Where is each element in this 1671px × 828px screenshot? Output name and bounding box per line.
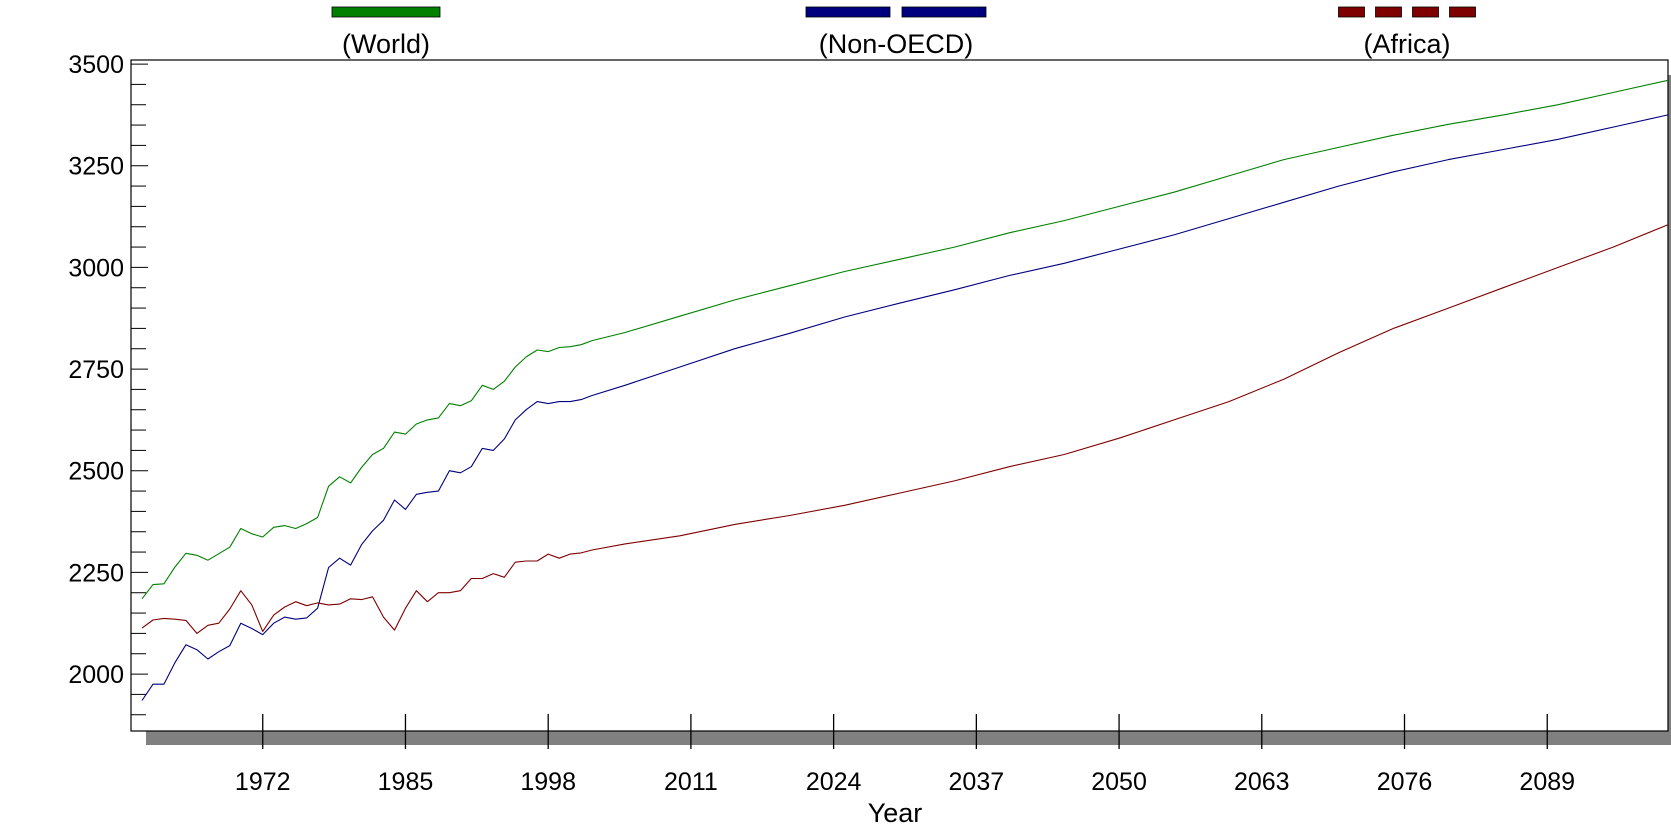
legend-label-2: (Africa): [1364, 29, 1451, 59]
series-line-0: [141, 79, 1669, 600]
x-tick-label: 2011: [664, 768, 718, 796]
x-tick-label: 2076: [1377, 768, 1433, 796]
y-tick-label: 2750: [68, 356, 124, 384]
x-tick-label: 2024: [806, 768, 862, 796]
x-tick-label: 1972: [235, 768, 291, 796]
y-axis: 2000 2250 2500 2750 3000 3250 3500: [68, 51, 148, 716]
x-axis-title: Year: [868, 798, 923, 828]
y-tick-label: 2500: [68, 458, 124, 486]
legend-swatch-2: [1338, 6, 1365, 18]
x-tick-label: 1985: [378, 768, 434, 796]
x-axis: 1972 1985 1998 2011 2024 2037 2050 2063 2076 2089: [235, 714, 1575, 796]
legend-swatch-1: [901, 6, 987, 18]
legend-label-0: (World): [342, 29, 430, 59]
legend: (World) (Non-OECD) (Africa): [331, 6, 1476, 59]
y-tick-label: 3500: [68, 51, 124, 79]
legend-swatch-2: [1412, 6, 1439, 18]
x-tick-label: 2089: [1519, 768, 1575, 796]
x-tick-label: 1998: [520, 768, 576, 796]
legend-label-1: (Non-OECD): [819, 29, 974, 59]
y-tick-label: 2250: [68, 559, 124, 587]
series-line-1: [141, 114, 1669, 701]
x-tick-label: 2050: [1091, 768, 1147, 796]
series-lines: [141, 79, 1669, 701]
legend-swatch-0: [331, 6, 441, 18]
y-tick-label: 3000: [68, 254, 124, 282]
x-tick-label: 2037: [949, 768, 1005, 796]
y-tick-label: 2000: [68, 661, 124, 689]
x-tick-label: 2063: [1234, 768, 1290, 796]
plot-frame: [130, 59, 1669, 732]
legend-swatch-1: [805, 6, 891, 18]
y-tick-label: 3250: [68, 153, 124, 181]
series-line-2: [141, 224, 1669, 634]
legend-swatch-2: [1449, 6, 1476, 18]
legend-swatch-2: [1375, 6, 1402, 18]
